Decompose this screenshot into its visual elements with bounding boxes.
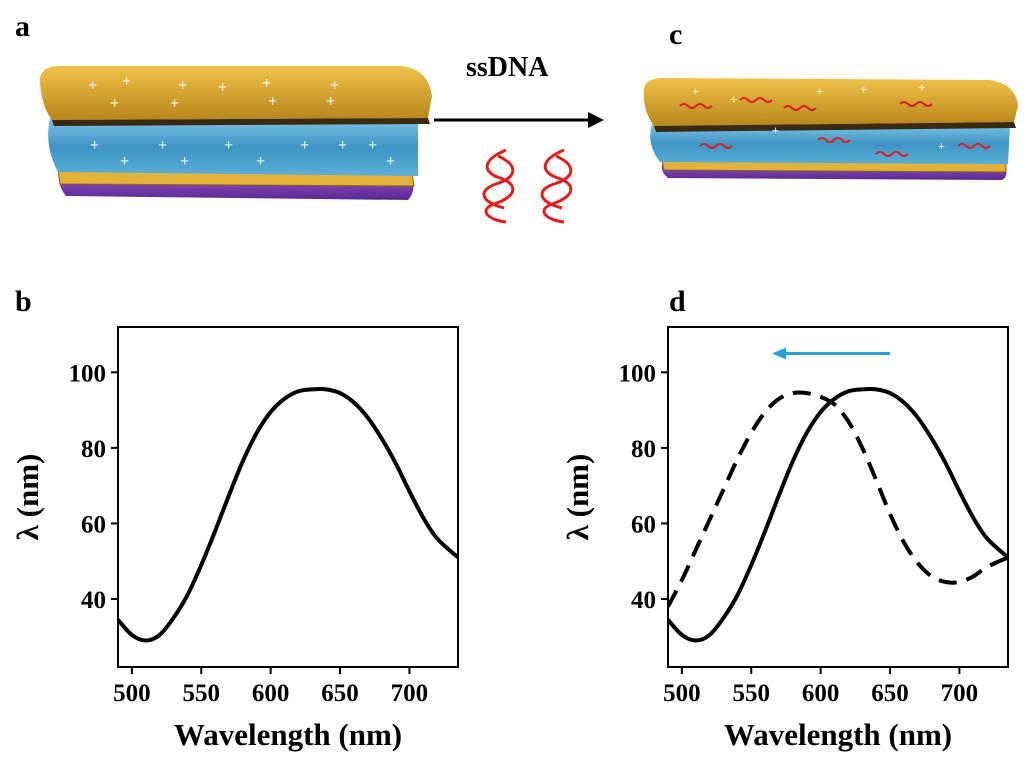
chart-b: 500 550 600 650 700 40 60 80 100 Wavelength (nm) λ… xyxy=(10,326,459,752)
x-tick-label: 700 xyxy=(391,680,429,707)
svg-text:+: + xyxy=(386,153,395,170)
svg-text:+: + xyxy=(938,139,945,153)
y-tick-label: 100 xyxy=(69,360,107,387)
y-tick-label: 80 xyxy=(81,436,106,463)
gold-top-layer xyxy=(40,66,432,120)
svg-text:+: + xyxy=(330,77,339,94)
series-dashed-line xyxy=(668,390,1008,608)
ssdna-arrow-label: ssDNA xyxy=(466,52,549,83)
gold-top-layer xyxy=(643,78,1018,126)
svg-text:+: + xyxy=(110,95,119,112)
shift-arrow-head xyxy=(772,347,787,360)
layered-structure-before: + + + + + + + + + + +++ +++ + + ++ xyxy=(40,66,432,200)
x-tick-label: 700 xyxy=(941,680,979,707)
svg-text:+: + xyxy=(178,77,187,94)
panel-label-c: c xyxy=(669,18,683,51)
svg-text:+: + xyxy=(88,77,97,94)
x-tick-label: 500 xyxy=(663,680,701,707)
x-tick-label: 650 xyxy=(321,680,359,707)
y-tick-label: 40 xyxy=(81,587,106,614)
svg-text:+: + xyxy=(262,75,271,92)
svg-text:+: + xyxy=(268,93,277,110)
blue-dielectric-layer xyxy=(650,124,1010,164)
y-tick-label: 80 xyxy=(631,436,656,463)
x-tick-label: 500 xyxy=(113,680,151,707)
series-solid-line xyxy=(668,386,1008,643)
layered-structure-after: + + + + + + + xyxy=(643,78,1018,180)
svg-text:+: + xyxy=(158,137,167,154)
y-axis-label: λ (nm) xyxy=(560,454,595,541)
svg-text:+: + xyxy=(300,137,309,154)
series-solid-line xyxy=(118,386,458,643)
plot-frame xyxy=(667,326,1009,668)
x-axis-label: Wavelength (nm) xyxy=(724,717,952,752)
svg-text:+: + xyxy=(120,153,129,170)
ssdna-icon xyxy=(482,148,573,224)
svg-text:+: + xyxy=(218,79,227,96)
panel-label-b: b xyxy=(15,285,32,318)
svg-text:+: + xyxy=(90,137,99,154)
x-tick-label: 600 xyxy=(802,680,840,707)
svg-text:+: + xyxy=(326,93,335,110)
svg-text:+: + xyxy=(368,137,377,154)
x-tick-label: 550 xyxy=(733,680,771,707)
panel-label-a: a xyxy=(15,10,30,43)
y-tick-label: 100 xyxy=(619,360,657,387)
bound-dna-strands xyxy=(679,97,991,157)
schematic-illustrations: + + + + + + + + + + +++ +++ + + ++ +++ + + xyxy=(40,66,1018,224)
svg-text:+: + xyxy=(692,84,699,99)
svg-text:+: + xyxy=(816,84,823,99)
svg-text:+: + xyxy=(224,137,233,154)
svg-text:+: + xyxy=(730,92,737,107)
y-tick-label: 60 xyxy=(81,511,106,538)
svg-text:+: + xyxy=(122,73,131,90)
blue-dielectric-layer xyxy=(48,118,418,176)
x-tick-label: 550 xyxy=(183,680,221,707)
plot-frame xyxy=(117,326,459,668)
y-tick-label: 40 xyxy=(631,587,656,614)
svg-text:+: + xyxy=(256,153,265,170)
svg-text:+: + xyxy=(918,80,925,95)
y-tick-label: 60 xyxy=(631,511,656,538)
svg-text:+: + xyxy=(338,137,347,154)
x-tick-label: 600 xyxy=(252,680,290,707)
svg-text:+: + xyxy=(860,82,867,97)
x-tick-label: 650 xyxy=(871,680,909,707)
y-axis-label: λ (nm) xyxy=(10,454,45,541)
svg-text:+: + xyxy=(170,95,179,112)
chart-d: 500 550 600 650 700 40 60 80 100 Wavelength (nm) λ… xyxy=(560,326,1009,752)
panel-label-d: d xyxy=(669,285,686,318)
svg-text:+: + xyxy=(772,123,779,137)
svg-text:+: + xyxy=(180,153,189,170)
reaction-arrow xyxy=(434,112,604,128)
x-axis-label: Wavelength (nm) xyxy=(174,717,402,752)
